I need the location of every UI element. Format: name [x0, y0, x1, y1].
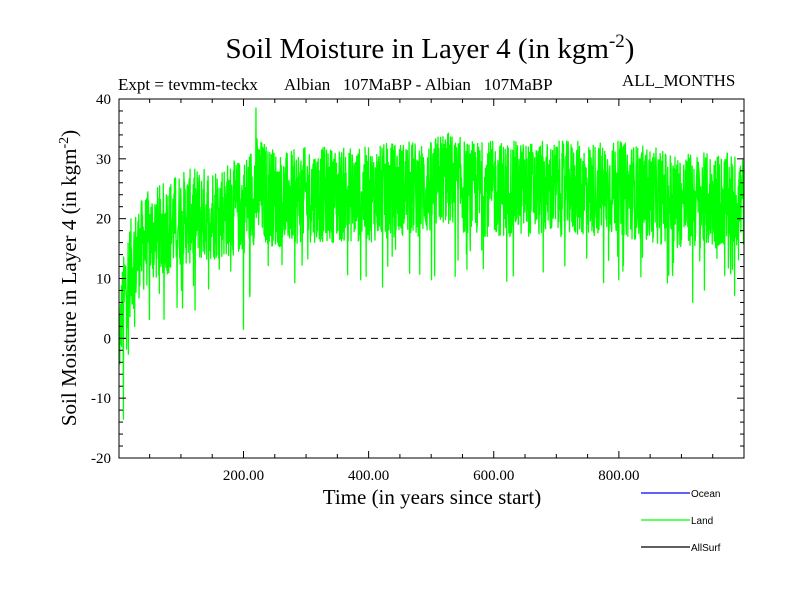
- y-tick-label: 20: [96, 212, 111, 228]
- subtitle-period: Albian 107MaBP - Albian 107MaBP: [284, 75, 553, 94]
- subtitle-experiment: Expt = tevmm-teckx: [118, 75, 258, 94]
- x-tick-label: 800.00: [598, 468, 639, 484]
- chart-title: Soil Moisture in Layer 4 (in kgm-2): [226, 31, 635, 65]
- axes: -20 -10 0 10 20 30 40 200.00 400.00 600.00 800.00: [91, 92, 745, 484]
- plot-area: [118, 107, 745, 420]
- y-tick-label: 30: [96, 152, 111, 168]
- x-axis-label: Time (in years since start): [323, 485, 542, 509]
- y-tick-label: 40: [96, 92, 111, 108]
- x-tick-label: 600.00: [473, 468, 514, 484]
- legend-label-ocean: Ocean: [691, 489, 720, 500]
- legend-label-land: Land: [691, 516, 713, 527]
- subtitle-months: ALL_MONTHS: [622, 71, 735, 90]
- y-axis-label: Soil Moisture in Layer 4 (in kgm-2): [57, 130, 81, 426]
- legend-label-allsurf: AllSurf: [691, 543, 721, 554]
- x-tick-label: 400.00: [348, 468, 389, 484]
- x-tick-label: 200.00: [223, 468, 264, 484]
- y-tick-label: 10: [96, 272, 111, 288]
- legend: Ocean Land AllSurf: [641, 489, 721, 554]
- series-land-line: [118, 107, 745, 420]
- y-tick-label: 0: [104, 331, 112, 347]
- y-tick-label: -10: [91, 391, 111, 407]
- y-tick-label: -20: [91, 451, 111, 467]
